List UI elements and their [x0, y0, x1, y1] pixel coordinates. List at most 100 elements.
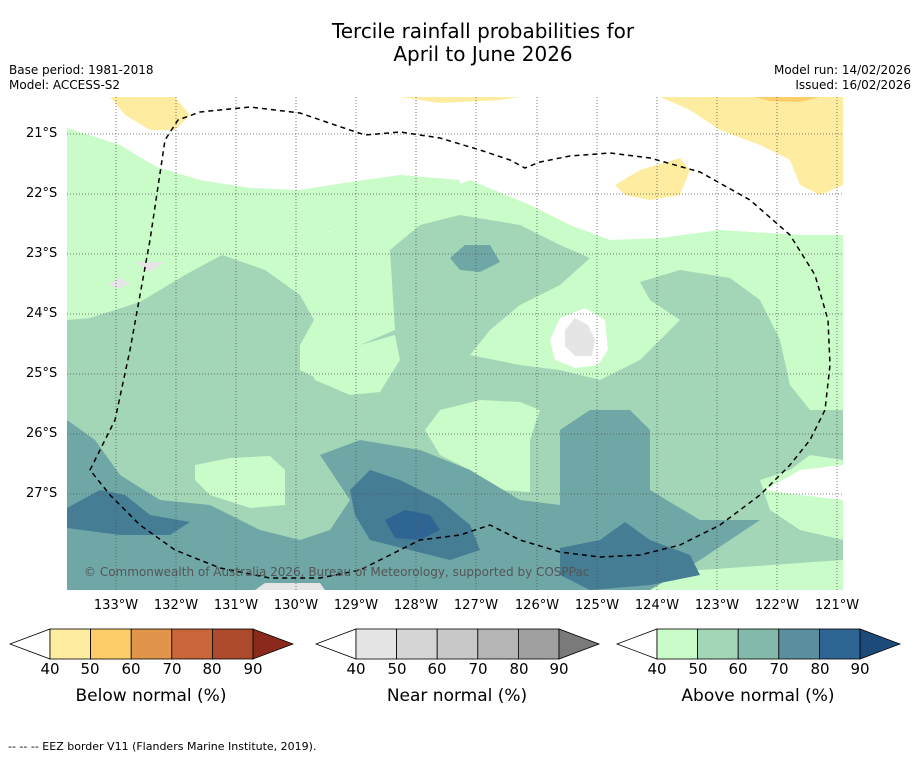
near-tick-80: 80	[509, 660, 529, 678]
lon-label-13: 121°W	[814, 598, 860, 613]
lat-label-6: 26°S	[26, 426, 58, 441]
map-area	[67, 97, 843, 590]
below-normal-swatches	[8, 628, 295, 660]
near-normal-swatches	[314, 628, 601, 660]
above-60-eye	[450, 245, 500, 272]
below-bin-1	[49, 628, 91, 660]
above-extend-high	[859, 628, 902, 660]
below-50-top-right	[755, 97, 820, 102]
above-normal-title: Above normal (%)	[681, 686, 835, 706]
above-bin-2	[697, 628, 739, 660]
below-bin-5	[211, 628, 254, 660]
above-extend-low	[615, 628, 658, 660]
title-line-2: April to June 2026	[393, 42, 573, 66]
near-normal-colorbar	[314, 628, 601, 660]
above-bin-5	[818, 628, 861, 660]
map-title: Tercile rainfall probabilities for April…	[0, 20, 919, 66]
below-bin-3	[130, 628, 173, 660]
near-tick-50: 50	[387, 660, 407, 678]
graticule	[67, 97, 843, 590]
above-normal-colorbar	[615, 628, 902, 660]
below-tick-90: 90	[243, 660, 263, 678]
above-70-west	[67, 490, 190, 535]
near-40-hole	[565, 318, 595, 356]
map-plot	[67, 97, 843, 590]
lon-label-7: 127°W	[453, 598, 499, 613]
near-extend-high	[558, 628, 601, 660]
below-normal-colorbar	[8, 628, 295, 660]
lon-label-9: 125°W	[574, 598, 620, 613]
lon-label-4: 130°W	[273, 598, 319, 613]
above-tick-50: 50	[688, 660, 708, 678]
below-tick-80: 80	[202, 660, 222, 678]
below-extend-high	[252, 628, 295, 660]
meta-left: Base period: 1981-2018 Model: ACCESS-S2	[9, 63, 154, 93]
below-tick-40: 40	[40, 660, 60, 678]
above-tick-90: 90	[850, 660, 870, 678]
lat-label-5: 25°S	[26, 366, 58, 381]
issued-text: Issued: 16/02/2026	[795, 78, 911, 92]
above-tick-40: 40	[647, 660, 667, 678]
lon-label-3: 131°W	[213, 598, 259, 613]
below-40-top-right	[660, 97, 843, 195]
above-tick-60: 60	[728, 660, 748, 678]
above-bin-1	[656, 628, 698, 660]
lon-label-1: 133°W	[93, 598, 139, 613]
above-40-pocket-2	[195, 456, 285, 508]
lon-label-2: 132°W	[153, 598, 199, 613]
below-bin-2	[90, 628, 132, 660]
lon-label-8: 126°W	[514, 598, 560, 613]
copyright-text: © Commonwealth of Australia 2026, Bureau…	[84, 565, 590, 579]
title-line-1: Tercile rainfall probabilities for	[331, 19, 635, 43]
near-bin-4	[477, 628, 519, 660]
near-tick-90: 90	[549, 660, 569, 678]
below-40-mid-right	[615, 158, 690, 200]
eez-footnote: -- -- -- EEZ border V11 (Flanders Marine…	[8, 740, 317, 753]
above-40-region-top	[67, 128, 460, 232]
above-bin-4	[778, 628, 820, 660]
near-bin-3	[436, 628, 479, 660]
eez-border	[89, 106, 831, 579]
above-tick-80: 80	[810, 660, 830, 678]
near-40-bottom	[255, 583, 325, 590]
below-bin-4	[171, 628, 213, 660]
lat-label-7: 27°S	[26, 486, 58, 501]
near-tick-60: 60	[427, 660, 447, 678]
below-tick-60: 60	[121, 660, 141, 678]
lon-label-11: 123°W	[694, 598, 740, 613]
below-tick-50: 50	[80, 660, 100, 678]
below-40-top-center	[400, 97, 520, 103]
above-tick-70: 70	[769, 660, 789, 678]
near-bin-2	[396, 628, 438, 660]
lat-label-2: 22°S	[26, 186, 58, 201]
near-40-small-2	[135, 262, 165, 272]
lat-label-3: 23°S	[26, 246, 58, 261]
near-bin-1	[355, 628, 397, 660]
model-run-text: Model run: 14/02/2026	[773, 63, 911, 77]
below-extend-low	[8, 628, 51, 660]
above-normal-swatches	[615, 628, 902, 660]
near-normal-title: Near normal (%)	[386, 686, 528, 706]
near-bin-5	[517, 628, 560, 660]
lat-label-1: 21°S	[26, 126, 58, 141]
above-bin-3	[737, 628, 780, 660]
near-40-small-1	[108, 278, 130, 289]
lat-label-4: 24°S	[26, 306, 58, 321]
near-tick-40: 40	[346, 660, 366, 678]
above-40-pocket-1	[425, 400, 540, 492]
lon-label-5: 129°W	[333, 598, 379, 613]
above-40-pocket-4	[300, 335, 400, 395]
near-tick-70: 70	[468, 660, 488, 678]
lon-label-12: 122°W	[754, 598, 800, 613]
lon-label-6: 128°W	[393, 598, 439, 613]
below-40-top-left	[110, 97, 190, 130]
meta-right: Model run: 14/02/2026 Issued: 16/02/2026	[774, 63, 911, 93]
below-normal-title: Below normal (%)	[75, 686, 227, 706]
base-period-text: Base period: 1981-2018	[9, 63, 154, 77]
white-east	[765, 465, 843, 500]
near-extend-low	[314, 628, 357, 660]
below-tick-70: 70	[162, 660, 182, 678]
above-80-region	[385, 510, 440, 540]
lon-label-10: 124°W	[634, 598, 680, 613]
model-text: Model: ACCESS-S2	[9, 78, 121, 92]
